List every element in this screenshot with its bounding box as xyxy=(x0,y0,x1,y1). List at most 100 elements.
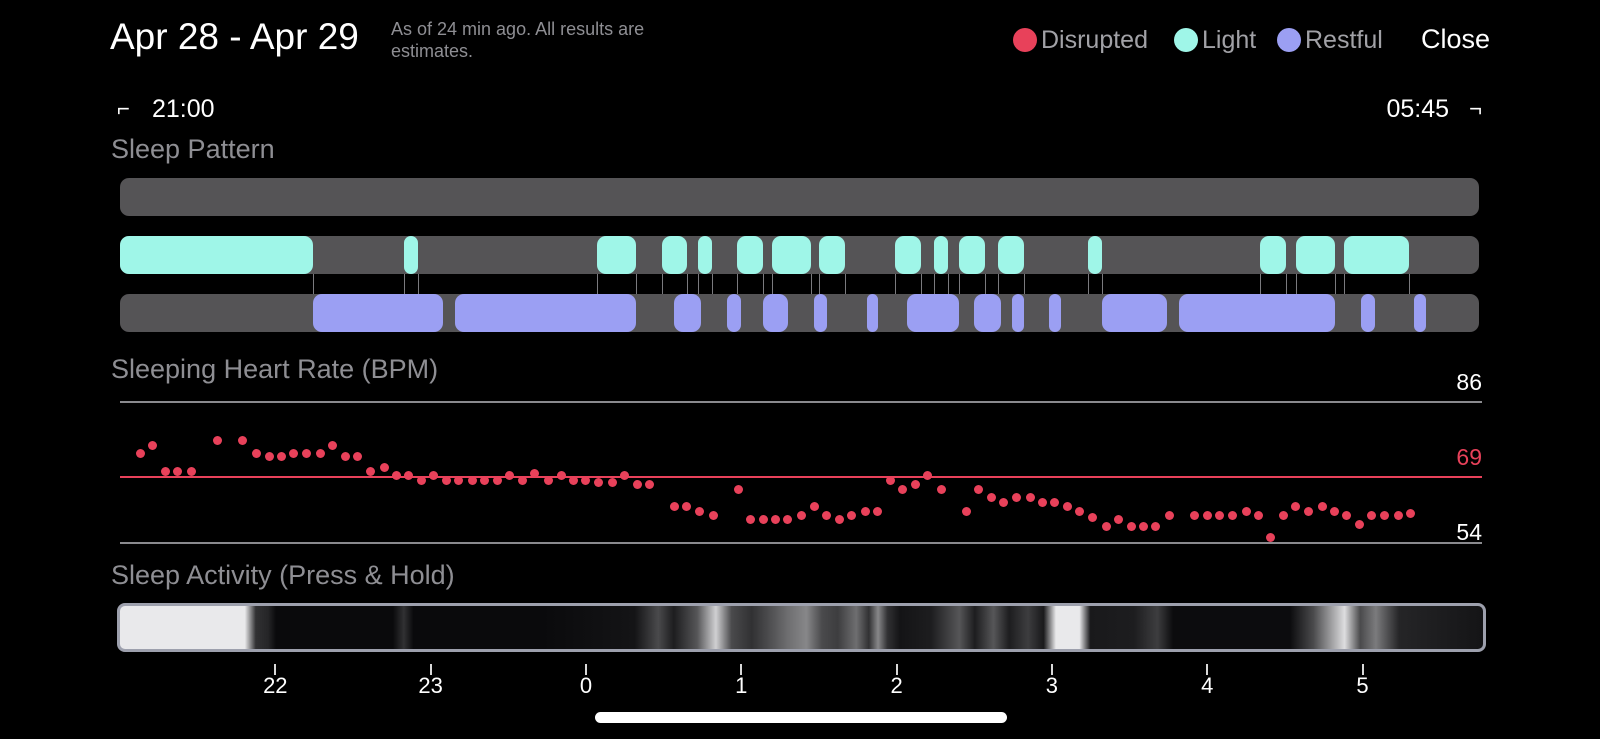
heart-rate-point xyxy=(1241,506,1251,516)
heart-rate-point xyxy=(645,480,655,490)
sleep-pattern-label: Sleep Pattern xyxy=(111,134,275,164)
light-sleep-segment xyxy=(818,236,846,274)
axis-tick-label: 5 xyxy=(1356,673,1369,698)
hr-min-line xyxy=(120,542,1482,544)
restful-sleep-segment xyxy=(1011,294,1024,332)
sleep-pattern-chart[interactable] xyxy=(0,0,1600,340)
heart-rate-point xyxy=(492,475,502,485)
heart-rate-point xyxy=(1075,506,1085,516)
stage-transition-line xyxy=(686,274,688,294)
stage-transition-line xyxy=(662,274,664,294)
heart-rate-point xyxy=(758,515,768,525)
home-indicator[interactable] xyxy=(595,712,1007,723)
heart-rate-point xyxy=(620,471,630,481)
heart-rate-point xyxy=(480,475,490,485)
heart-rate-point xyxy=(632,480,642,490)
stage-transition-line xyxy=(596,274,598,294)
heart-rate-point xyxy=(1406,508,1416,518)
heart-rate-point xyxy=(1215,511,1225,521)
stage-transition-line xyxy=(736,274,738,294)
heart-rate-point xyxy=(238,436,248,446)
stage-transition-line xyxy=(1260,274,1261,294)
axis-tick xyxy=(274,664,277,675)
heart-rate-point xyxy=(160,467,170,476)
stage-transition-line xyxy=(1409,274,1411,294)
heart-rate-point xyxy=(1330,506,1340,516)
page-title: Apr 28 - Apr 29 xyxy=(110,16,359,57)
heart-rate-point xyxy=(682,502,692,512)
light-sleep-segment xyxy=(697,236,712,274)
axis-tick-label: 3 xyxy=(1045,673,1058,698)
heart-rate-point xyxy=(1367,511,1377,521)
light-sleep-segment xyxy=(404,236,419,274)
heart-rate-point xyxy=(301,449,311,459)
heart-rate-point xyxy=(517,475,527,485)
axis-tick xyxy=(1050,664,1053,675)
heart-rate-point xyxy=(1253,511,1263,521)
heart-rate-point xyxy=(544,475,554,485)
heart-rate-point xyxy=(974,484,984,494)
disrupted-track xyxy=(120,178,1479,216)
heart-rate-point xyxy=(505,471,515,481)
restful-sleep-segment xyxy=(1048,294,1062,332)
close-button[interactable]: Close xyxy=(1420,24,1490,54)
heart-rate-point xyxy=(847,511,857,521)
heart-rate-point xyxy=(1291,502,1301,512)
range-start-bracket-icon: ⌐ xyxy=(117,96,130,121)
heart-rate-point xyxy=(607,478,617,488)
heart-rate-point xyxy=(556,471,566,481)
heart-rate-point xyxy=(861,506,870,516)
stage-transition-line xyxy=(845,274,847,294)
hr-min-label: 54 xyxy=(1456,519,1482,545)
light-sleep-segment xyxy=(662,236,687,274)
restful-sleep-segment xyxy=(1179,294,1335,332)
heart-rate-point xyxy=(1227,511,1237,521)
heart-rate-point xyxy=(1151,522,1161,532)
legend-disrupted: Disrupted xyxy=(1013,24,1148,56)
legend-label: Disrupted xyxy=(1041,25,1148,54)
stage-transition-line xyxy=(312,274,314,294)
heart-rate-point xyxy=(1101,522,1111,532)
heart-rate-point xyxy=(770,515,780,525)
estimate-note: As of 24 min ago. All results are estima… xyxy=(391,19,645,61)
heart-rate-point xyxy=(1379,511,1389,521)
stage-transition-line xyxy=(635,274,637,294)
heart-rate-point xyxy=(937,484,947,494)
restful-sleep-segment xyxy=(907,294,959,332)
stage-transition-line xyxy=(958,274,960,294)
heart-rate-point xyxy=(1278,511,1288,521)
heart-rate-point xyxy=(186,467,196,476)
sleep-activity-bar[interactable] xyxy=(117,603,1486,652)
heart-rate-point xyxy=(783,515,793,525)
heart-rate-point xyxy=(1354,519,1364,529)
stage-transition-line xyxy=(697,274,699,294)
light-sleep-segment xyxy=(772,236,812,274)
light-sleep-segment xyxy=(1087,236,1102,274)
axis-tick-label: 0 xyxy=(579,673,593,698)
heart-rate-point xyxy=(797,511,807,521)
hr-max-line xyxy=(120,401,1482,403)
light-sleep-segment xyxy=(120,236,313,274)
heart-rate-point xyxy=(694,506,704,516)
heart-rate-point xyxy=(898,484,908,494)
heart-rate-point xyxy=(923,471,933,481)
stage-transition-line xyxy=(1023,274,1025,294)
heart-rate-point xyxy=(961,506,971,516)
heart-rate-point xyxy=(530,469,540,479)
heart-rate-point xyxy=(910,480,920,490)
hr-average-line xyxy=(120,476,1482,478)
stage-transition-line xyxy=(772,274,774,294)
heart-rate-point xyxy=(404,471,414,481)
heart-rate-point xyxy=(834,515,844,525)
heart-rate-point xyxy=(1038,497,1048,507)
axis-tick-label: 2 xyxy=(890,673,903,698)
heart-rate-point xyxy=(569,475,579,485)
restful-sleep-segment xyxy=(727,294,742,332)
axis-tick xyxy=(429,664,432,675)
heart-rate-point xyxy=(391,471,401,481)
stage-transition-line xyxy=(1087,274,1089,294)
heart-rate-point xyxy=(454,475,464,485)
stage-transition-line xyxy=(895,274,897,294)
restful-sleep-segment xyxy=(763,294,788,332)
heart-rate-point xyxy=(1165,511,1175,521)
